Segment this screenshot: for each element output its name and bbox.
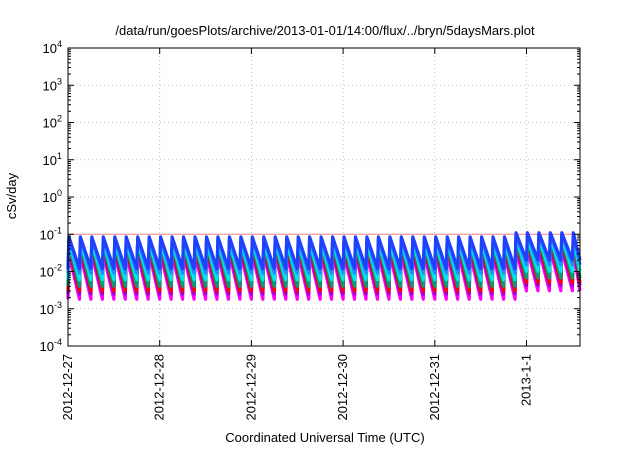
- y-tick-label-exponent: 0: [57, 188, 62, 198]
- grid-layer: [67, 48, 580, 346]
- y-tick-label: 10-4: [40, 337, 62, 354]
- y-axis-label: cSv/day: [4, 172, 19, 219]
- y-tick-label-base: 10: [43, 41, 57, 56]
- y-tick-label-exponent: -3: [54, 300, 62, 310]
- y-tick-label: 104: [43, 39, 62, 56]
- y-tick-label-base: 10: [43, 116, 57, 131]
- y-tick-label-exponent: 4: [57, 39, 62, 49]
- y-tick-label: 102: [43, 114, 62, 131]
- y-tick-label-base: 10: [43, 153, 57, 168]
- x-tick-label: 2012-12-27: [60, 354, 75, 421]
- y-tick-label-base: 10: [43, 190, 57, 205]
- y-tick-label-exponent: -4: [54, 337, 62, 347]
- y-tick-label-base: 10: [40, 302, 54, 317]
- y-tick-label-base: 10: [43, 78, 57, 93]
- x-tick-label: 2012-12-30: [335, 354, 350, 421]
- series-line: [66, 231, 582, 271]
- y-tick-label-exponent: -1: [54, 225, 62, 235]
- x-axis-label: Coordinated Universal Time (UTC): [225, 430, 424, 445]
- y-tick-label: 10-3: [40, 300, 62, 317]
- y-tick-label: 10-1: [40, 225, 62, 242]
- x-tick-label: 2012-12-28: [152, 354, 167, 421]
- tick-layer: 10410310210110010-110-210-310-42012-12-2…: [40, 39, 580, 421]
- y-tick-label: 10-2: [40, 263, 62, 280]
- y-tick-label-base: 10: [40, 265, 54, 280]
- x-tick-label: 2012-12-31: [427, 354, 442, 421]
- y-tick-label: 100: [43, 188, 62, 205]
- chart-title: /data/run/goesPlots/archive/2013-01-01/1…: [115, 23, 535, 38]
- y-tick-label-exponent: 2: [57, 114, 62, 124]
- y-tick-label-base: 10: [40, 339, 54, 354]
- x-tick-label: 2013-1-1: [519, 354, 534, 406]
- y-tick-label-exponent: -2: [54, 263, 62, 273]
- x-tick-label: 2012-12-29: [243, 354, 258, 421]
- y-tick-label-base: 10: [40, 227, 54, 242]
- y-tick-label: 101: [43, 151, 62, 168]
- y-tick-label: 103: [43, 76, 62, 93]
- y-tick-label-exponent: 1: [57, 151, 62, 161]
- series-layer: [66, 231, 582, 301]
- y-tick-label-exponent: 3: [57, 76, 62, 86]
